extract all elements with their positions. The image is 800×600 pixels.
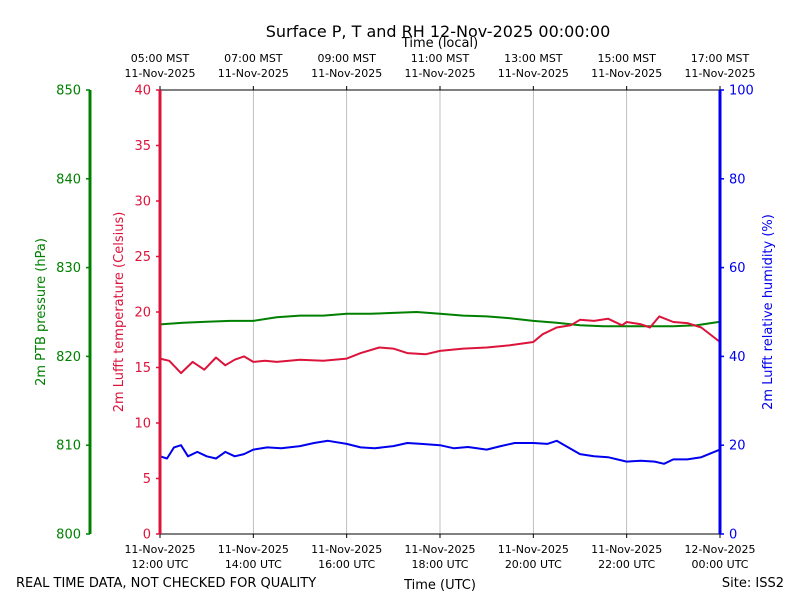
x-top-tick-time: 11:00 MST [411, 52, 470, 65]
x-top-tick-date: 11-Nov-2025 [124, 67, 195, 80]
series-layer [159, 311, 721, 465]
x-top-tick-date: 11-Nov-2025 [404, 67, 475, 80]
humidity-tick-label: 20 [729, 439, 746, 454]
series-line-pressure [159, 311, 721, 328]
x-bottom-tick-time: 22:00 UTC [598, 558, 655, 571]
x-bottom-tick-time: 20:00 UTC [505, 558, 562, 571]
x-bottom-tick-date: 11-Nov-2025 [124, 543, 195, 556]
humidity-tick-label: 80 [729, 172, 746, 187]
x-bottom-tick-date: 11-Nov-2025 [591, 543, 662, 556]
x-bottom-tick-time: 12:00 UTC [131, 558, 188, 571]
pressure-tick-label: 840 [56, 172, 81, 187]
temperature-tick-label: 10 [134, 417, 151, 432]
x-top-tick-time: 05:00 MST [131, 52, 190, 65]
x-top-tick-date: 11-Nov-2025 [218, 67, 289, 80]
chart-title: Surface P, T and RH 12-Nov-2025 00:00:00 [266, 22, 611, 41]
temperature-tick-label: 15 [134, 361, 151, 376]
x-top-tick-time: 07:00 MST [224, 52, 283, 65]
x-bottom-tick-date: 11-Nov-2025 [218, 543, 289, 556]
temperature-tick-label: 40 [134, 84, 151, 99]
x-bottom-tick-date: 12-Nov-2025 [684, 543, 755, 556]
x-bottom-tick-date: 11-Nov-2025 [404, 543, 475, 556]
humidity-axis-label: 2m Lufft relative humidity (%) [761, 214, 776, 410]
temperature-tick-label: 25 [134, 250, 151, 265]
x-bottom-tick-time: 18:00 UTC [411, 558, 468, 571]
temperature-tick-label: 35 [134, 139, 151, 154]
pressure-tick-label: 810 [56, 439, 81, 454]
x-top-tick-time: 13:00 MST [504, 52, 563, 65]
x-top-tick-date: 11-Nov-2025 [498, 67, 569, 80]
series-line-humidity [159, 439, 721, 465]
humidity-tick-label: 100 [729, 84, 754, 99]
temperature-axis-label: 2m Lufft temperature (Celsius) [112, 212, 127, 413]
x-bottom-axis-label: Time (UTC) [403, 578, 476, 593]
x-top-tick-time: 17:00 MST [691, 52, 750, 65]
series-line-temperature [159, 315, 721, 375]
humidity-tick-label: 40 [729, 350, 746, 365]
grid-lines [252, 90, 628, 534]
x-bottom-tick-date: 11-Nov-2025 [311, 543, 382, 556]
pressure-tick-label: 800 [56, 528, 81, 543]
x-top-tick-time: 15:00 MST [597, 52, 656, 65]
humidity-tick-label: 60 [729, 261, 746, 276]
site-label: Site: ISS2 [721, 576, 784, 591]
x-bottom-tick-date: 11-Nov-2025 [498, 543, 569, 556]
pressure-tick-label: 830 [56, 261, 81, 276]
pressure-tick-label: 850 [56, 84, 81, 99]
x-bottom-tick-time: 14:00 UTC [225, 558, 282, 571]
x-top-tick-time: 09:00 MST [317, 52, 376, 65]
x-top-tick-date: 11-Nov-2025 [311, 67, 382, 80]
x-bottom-tick-time: 00:00 UTC [691, 558, 748, 571]
pressure-axis-label: 2m PTB pressure (hPa) [34, 238, 49, 386]
quality-note: REAL TIME DATA, NOT CHECKED FOR QUALITY [16, 576, 317, 591]
x-bottom-tick-time: 16:00 UTC [318, 558, 375, 571]
x-top-axis-label: Time (local) [401, 36, 478, 51]
axes-layer: 11-Nov-2025 12:00 UTC 11-Nov-2025 14:00 UTC… [34, 52, 776, 571]
temperature-tick-label: 20 [134, 306, 151, 321]
humidity-tick-label: 0 [729, 528, 737, 543]
x-top-tick-date: 11-Nov-2025 [684, 67, 755, 80]
pressure-tick-label: 820 [56, 350, 81, 365]
temperature-tick-label: 5 [143, 472, 151, 487]
x-top-tick-date: 11-Nov-2025 [591, 67, 662, 80]
temperature-tick-label: 30 [134, 195, 151, 210]
temperature-tick-label: 0 [143, 528, 151, 543]
